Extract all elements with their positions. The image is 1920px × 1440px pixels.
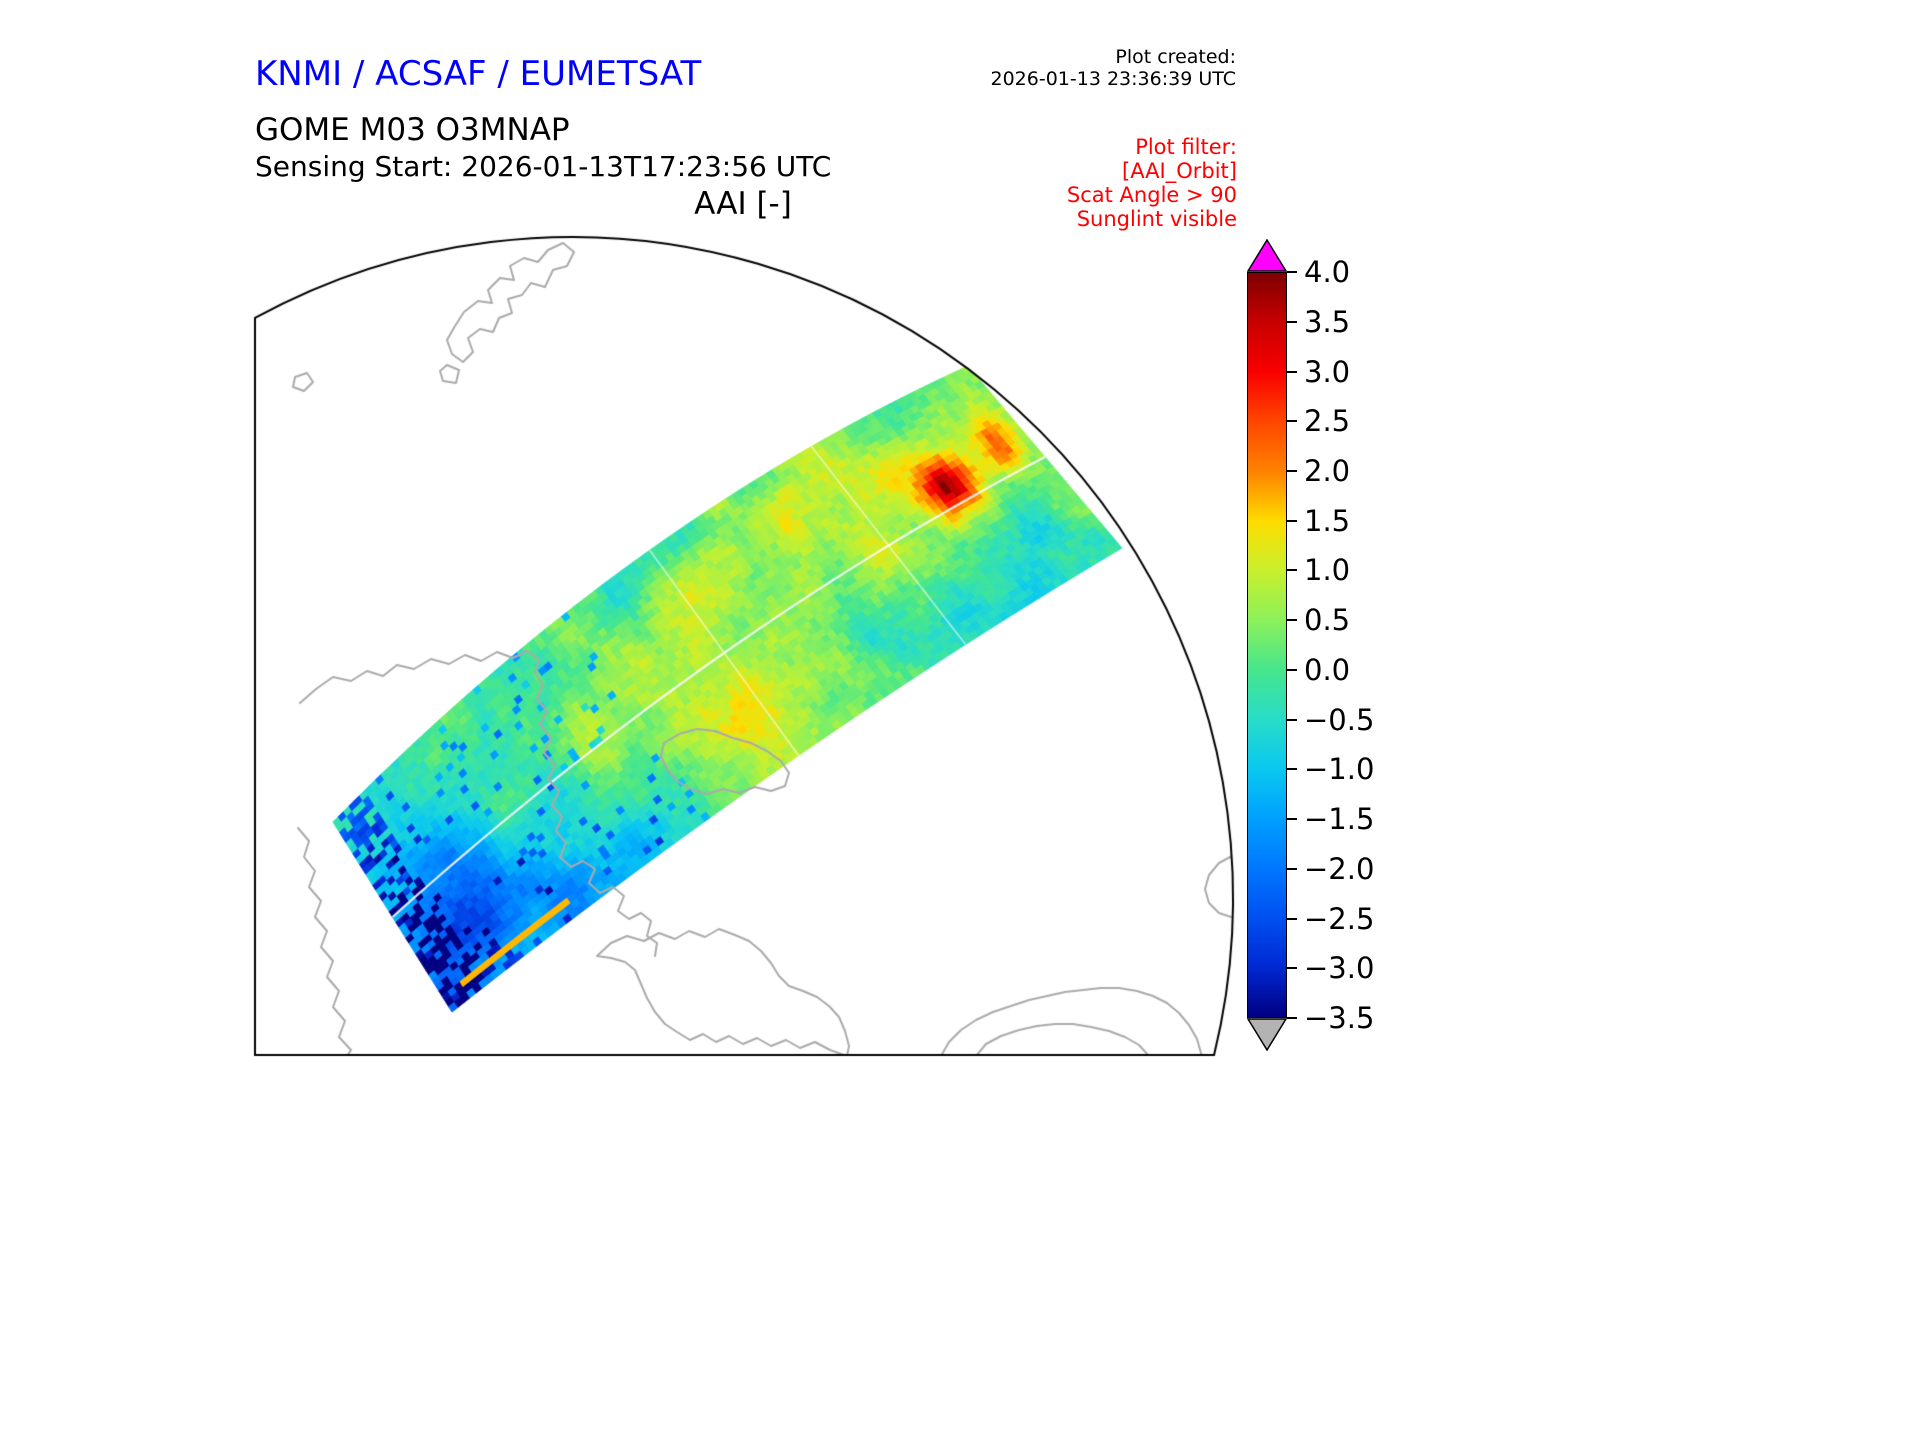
colorbar-tick-label: 1.5 [1304,503,1351,538]
colorbar-tick-label: 1.0 [1304,553,1351,588]
colorbar-tickmark [1287,519,1297,522]
colorbar-tick: 0.5 [1287,603,1350,637]
colorbar-tickmark [1287,668,1297,671]
colorbar-tickmark [1287,569,1297,572]
sensing-start: Sensing Start: 2026-01-13T17:23:56 UTC [255,150,832,183]
colorbar-tick: −0.5 [1287,703,1374,737]
colorbar-tick-label: 2.5 [1304,404,1351,439]
colorbar-tickmark [1287,271,1297,273]
colorbar-tick: −3.5 [1287,1001,1374,1035]
colorbar-tickmark [1287,320,1297,323]
plot-created-label: Plot created: [1115,46,1236,68]
colorbar-tick: −1.0 [1287,752,1374,786]
colorbar-tickmark [1287,768,1297,771]
colorbar-tick-label: −2.0 [1304,851,1375,886]
colorbar-tick-label: −3.5 [1304,1001,1375,1035]
colorbar-tick: 4.0 [1287,255,1350,289]
plot-filter-line: [AAI_Orbit] [1122,159,1237,183]
plot-filter-block: Plot filter: [AAI_Orbit] Scat Angle > 90… [1067,135,1237,231]
colorbar-gradient [1247,272,1287,1018]
colorbar-tick-label: −1.0 [1304,752,1375,787]
colorbar-tick-label: 4.0 [1304,255,1351,289]
colorbar-under-arrow [1247,1018,1287,1051]
colorbar-tick-label: −1.5 [1304,802,1375,837]
colorbar-tick-label: 0.0 [1304,652,1351,687]
colorbar-tick: 3.5 [1287,305,1350,339]
colorbar-tick-label: 3.5 [1304,304,1351,339]
colorbar-tick: 1.0 [1287,553,1350,587]
colorbar-tickmark [1287,818,1297,821]
colorbar-tick: 0.0 [1287,653,1350,687]
colorbar-tick: −2.5 [1287,902,1374,936]
colorbar: 4.0 3.5 3.0 2.5 2.0 1.5 1.0 0.5 0.0 −0.5 −1.0 −1.5 −… [1247,239,1374,1051]
colorbar-tickmark [1287,1017,1297,1019]
colorbar-tick-label: 0.5 [1304,603,1351,638]
plot-created-time: 2026-01-13 23:36:39 UTC [990,68,1237,90]
colorbar-tick: 1.5 [1287,504,1350,538]
colorbar-ticks: 4.0 3.5 3.0 2.5 2.0 1.5 1.0 0.5 0.0 −0.5 −1.0 −1.5 −… [1287,255,1427,1035]
plot-filter-line: Scat Angle > 90 [1066,183,1237,207]
colorbar-tickmark [1287,718,1297,721]
plot-filter-line: Plot filter: [1135,135,1237,159]
plot-created-block: Plot created: 2026-01-13 23:36:39 UTC [991,46,1237,90]
colorbar-tickmark [1287,917,1297,920]
colorbar-tick: −1.5 [1287,802,1374,836]
brand-title: KNMI / ACSAF / EUMETSAT [255,54,702,94]
colorbar-tickmark [1287,469,1297,472]
colorbar-tick: −2.0 [1287,852,1374,886]
colorbar-tick: 2.0 [1287,454,1350,488]
colorbar-tick-label: 3.0 [1304,354,1351,389]
colorbar-tick: −3.0 [1287,951,1374,985]
colorbar-tickmark [1287,967,1297,970]
colorbar-tickmark [1287,867,1297,870]
colorbar-tick-label: −3.0 [1304,951,1375,986]
colorbar-tick: 3.0 [1287,355,1350,389]
colorbar-tick-label: −0.5 [1304,702,1375,737]
plot-filter-line: Sunglint visible [1076,207,1237,231]
colorbar-tick-label: −2.5 [1304,901,1375,936]
product-title: GOME M03 O3MNAP [255,112,570,148]
colorbar-tickmark [1287,370,1297,373]
plot-title: AAI [-] [694,186,792,222]
colorbar-over-arrow [1247,239,1287,272]
colorbar-tick: 2.5 [1287,404,1350,438]
colorbar-tick-label: 2.0 [1304,453,1351,488]
colorbar-tickmark [1287,619,1297,622]
colorbar-tickmark [1287,420,1297,423]
